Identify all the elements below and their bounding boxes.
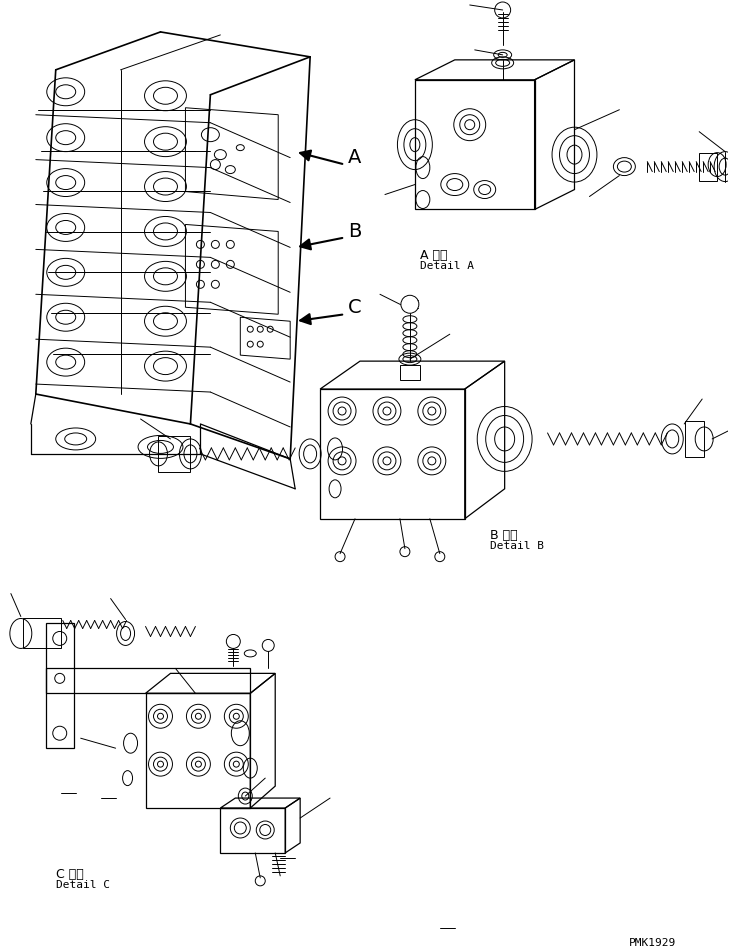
Text: B 詳細: B 詳細 [490, 529, 518, 542]
Text: Detail C: Detail C [55, 880, 110, 890]
Text: PMK1929: PMK1929 [629, 938, 677, 948]
Text: C: C [348, 297, 362, 316]
Text: Detail B: Detail B [490, 541, 544, 551]
Text: C 詳細: C 詳細 [55, 868, 84, 881]
Text: B: B [348, 222, 362, 241]
Text: A: A [348, 148, 362, 167]
Text: A 詳細: A 詳細 [420, 250, 448, 262]
Circle shape [401, 295, 419, 314]
Text: Detail A: Detail A [420, 261, 474, 272]
Bar [400, 365, 420, 380]
